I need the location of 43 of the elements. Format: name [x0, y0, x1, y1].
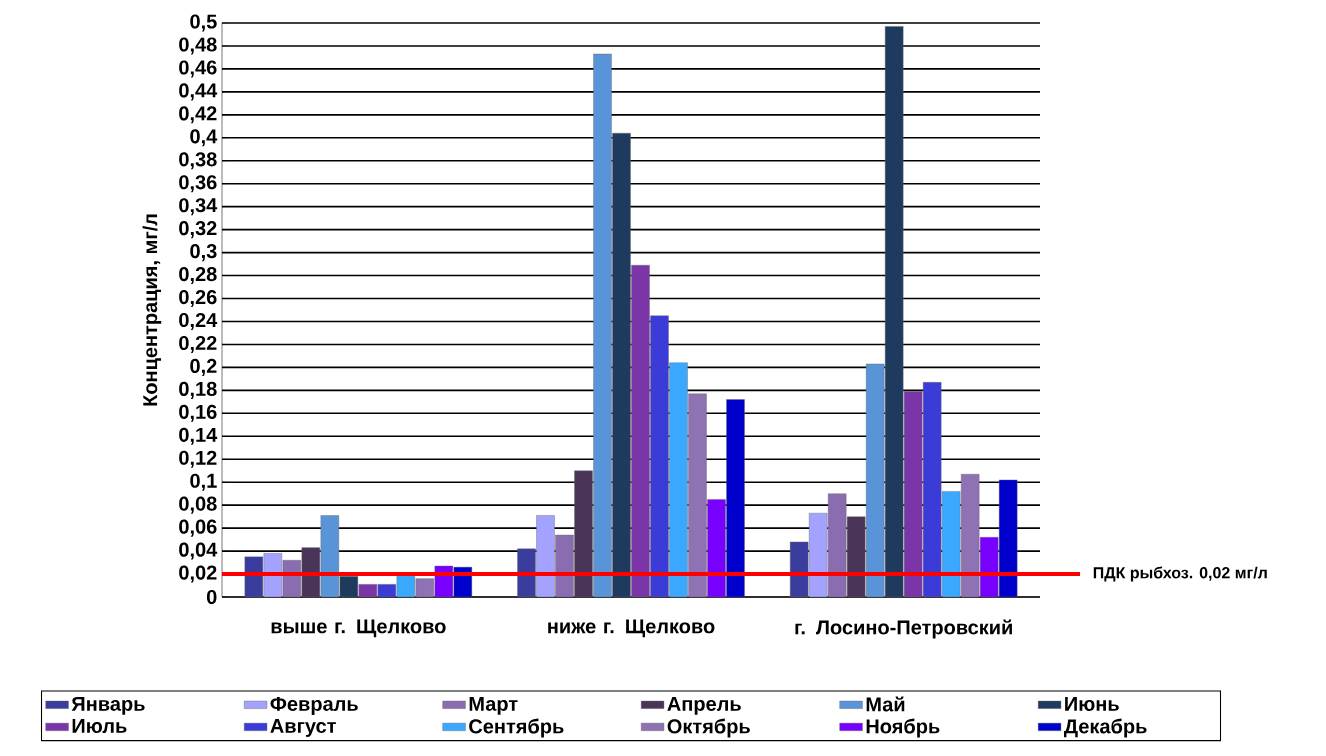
legend-label: Апрель — [667, 696, 741, 715]
y-tick-label: 0,3 — [190, 244, 217, 262]
y-tick-label: 0,24 — [179, 312, 218, 331]
legend-label: Июль — [72, 719, 127, 733]
y-tick-label: 0,16 — [179, 404, 217, 422]
y-tick-label: 0,26 — [179, 289, 217, 308]
y-tick-label: 0,28 — [179, 267, 217, 285]
legend-label: Сентябрь — [469, 718, 564, 738]
y-tick-label: 0,22 — [179, 335, 217, 353]
y-tick-label: 0,14 — [179, 427, 218, 445]
y-tick-label: 0,06 — [179, 519, 217, 537]
x-tick-label: г. Лосино-Петровский — [795, 619, 1012, 639]
y-tick-label: 0,44 — [179, 83, 218, 101]
y-tick-label: 0,02 — [179, 565, 217, 583]
y-tick-label: 0,46 — [179, 60, 217, 78]
y-tick-label: 0,2 — [190, 358, 217, 376]
y-tick-label: 0,38 — [179, 152, 217, 170]
y-tick-label: 0,18 — [179, 381, 217, 399]
legend-label: Ноябрь — [866, 718, 940, 738]
ref-line-label: ПДК рыбхоз. 0,02 мг/л — [1093, 566, 1267, 582]
y-axis-title: Концентрация, мг/л — [142, 214, 162, 406]
y-tick-label: 0,5 — [190, 14, 217, 32]
legend-label: Октябрь — [667, 718, 750, 738]
y-tick-label: 0 — [206, 589, 217, 605]
y-tick-label: 0,32 — [179, 221, 217, 239]
legend-label: Январь — [71, 696, 145, 715]
y-tick-label: 0,36 — [179, 175, 217, 193]
y-tick-label: 0,08 — [179, 496, 217, 514]
y-tick-label: 0,1 — [190, 473, 217, 491]
legend-label: Май — [866, 696, 905, 712]
legend-label: Август — [270, 719, 336, 737]
y-tick-label: 0,4 — [190, 129, 218, 147]
x-tick-label: ниже г. Щелково — [548, 619, 715, 638]
y-tick-label: 0,48 — [179, 37, 217, 55]
y-tick-label: 0,04 — [179, 542, 218, 560]
legend-label: Март — [469, 696, 518, 715]
legend-label: Декабрь — [1063, 718, 1147, 738]
y-tick-label: 0,34 — [179, 198, 218, 216]
x-tick-label: выше г. Щелково — [271, 619, 446, 638]
legend-label: Июнь — [1065, 696, 1119, 711]
y-tick-label: 0,42 — [179, 106, 217, 124]
legend-label: Февраль — [270, 696, 358, 715]
y-tick-label: 0,12 — [179, 450, 217, 468]
